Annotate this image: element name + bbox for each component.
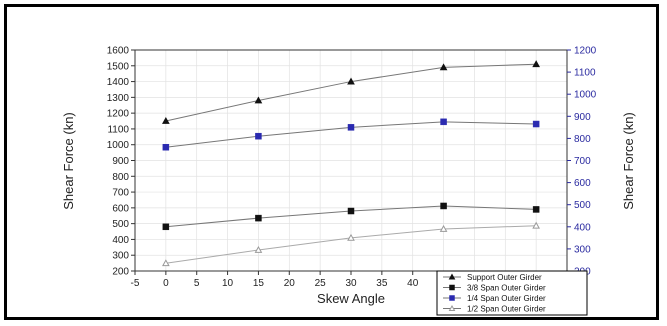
x-tick-label: 40 [407,278,419,289]
legend-marker [449,284,455,291]
y2-tick-label: 700 [574,156,591,167]
data-point [532,206,540,213]
data-point [162,259,170,267]
y2-tick-label: 500 [574,200,591,211]
y-tick-label: 1400 [107,77,130,88]
y2-tick-label: 1100 [574,68,596,79]
y-axis-title: Shear Force (kn) [61,112,76,210]
series-1 [162,60,540,124]
y-tick-label: 300 [112,251,129,262]
x-tick-label: 30 [345,278,357,289]
data-point [440,118,447,126]
data-point [162,223,170,231]
y-tick-label: 1500 [107,61,130,72]
data-point [162,143,170,151]
legend-item: 3/8 Span Outer Girder [443,284,546,293]
series-4 [162,221,540,267]
y-tick-label: 400 [112,235,129,246]
y-tick-label: 1200 [107,109,130,120]
legend-marker [448,273,456,280]
y2-tick-label: 900 [574,112,591,123]
data-point [254,96,263,104]
data-point [255,214,262,222]
data-point [532,60,540,68]
y-tick-label: 1300 [107,93,130,104]
x-tick-label: 25 [315,278,327,289]
y-tick-label: 700 [112,188,129,199]
y-tick-label: 600 [112,203,129,214]
legend-marker [448,304,456,311]
data-point [347,207,355,215]
legend-item: Support Outer Girder [443,273,542,282]
legend-item: 1/4 Span Outer Girder [443,294,546,303]
series-layer [162,60,540,267]
data-point [347,124,355,131]
x-tick-label: 10 [222,278,234,289]
data-point [439,63,448,71]
x-axis-title: Skew Angle [317,291,385,306]
legend-label: 1/4 Span Outer Girder [467,294,546,303]
data-point [440,202,447,210]
legend-label: 1/2 Span Outer Girder [467,305,546,314]
data-point [347,233,355,241]
y2-tick-label: 400 [574,222,591,233]
data-point [532,120,540,128]
x-tick-label: 20 [284,278,296,289]
y-tick-label: 1600 [107,46,130,57]
y-tick-label: 1000 [107,140,130,151]
y2-tick-label: 1200 [574,46,597,57]
y-tick-label: 1100 [107,124,129,135]
shear-force-chart: 2003004005006007008009001000110012001300… [61,46,636,316]
y2-tick-label: 800 [574,134,591,145]
figure-frame: 200 300 400 500 600 700 800 900 1000 1100 1200 1300… [4,4,659,320]
x-tick-label: 0 [163,278,169,289]
legend-marker [449,295,455,301]
data-point [254,245,263,253]
data-point [532,221,540,229]
x-tick-label: -5 [131,278,140,289]
x-tick-label: 15 [253,278,265,289]
y2-tick-label: 300 [574,244,591,255]
y-tick-label: 500 [112,219,129,230]
data-point [255,132,262,140]
y2-axis-title: Shear Force (kn) [621,112,636,210]
legend-label: Support Outer Girder [467,273,542,282]
y-tick-label: 800 [112,172,129,183]
y-tick-label: 900 [112,156,129,167]
legend-label: 3/8 Span Outer Girder [467,284,546,293]
left-axis-ticks: 200 300 400 500 600 700 800 900 1000 1100 1200 1300… [107,46,135,278]
x-tick-label: 35 [376,278,388,289]
y2-tick-label: 1000 [574,90,597,101]
legend: Support Outer Girder 3/8 Span Outer Girde… [436,270,588,316]
y2-tick-label: 600 [574,178,591,189]
series-3 [162,118,540,151]
y-tick-label: 200 [112,267,129,278]
legend-item: 1/2 Span Outer Girder [443,305,546,314]
data-point [439,224,448,232]
series-2 [162,202,540,231]
data-point [347,77,355,85]
data-point [162,117,170,124]
legend-box [436,270,588,316]
x-tick-label: 5 [194,278,200,289]
